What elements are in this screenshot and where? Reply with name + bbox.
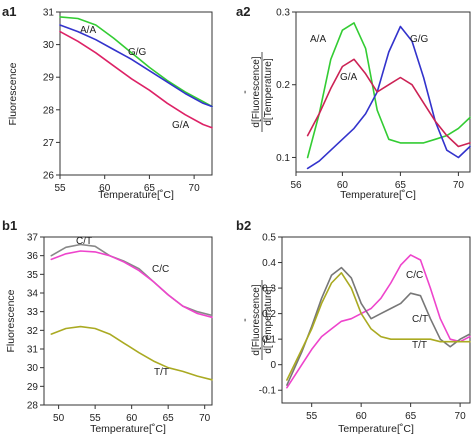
x-tick-label: 60 xyxy=(99,183,111,194)
y-axis-label-numerator: d[Fluorescence] xyxy=(251,56,262,127)
y-tick-label: 0 xyxy=(270,360,276,371)
y-tick-label: 0.5 xyxy=(262,233,276,244)
series-label: C/C xyxy=(152,264,169,275)
y-tick-label: 0.2 xyxy=(262,309,276,320)
panel-label: a1 xyxy=(2,4,16,19)
plot-frame xyxy=(59,11,213,176)
x-tick-label: 65 xyxy=(144,183,156,194)
plot-frame xyxy=(281,236,471,404)
x-tick-label: 60 xyxy=(356,411,368,422)
y-tick-label: 0.1 xyxy=(276,153,290,164)
series-label: G/G xyxy=(410,34,429,45)
x-axis-label: Temperature[˚C] xyxy=(98,189,174,201)
panel-label: b2 xyxy=(236,218,251,233)
series-line-g-a xyxy=(59,30,213,129)
y-axis-label: Fluorescence xyxy=(5,289,17,352)
y-tick-label: -0.1 xyxy=(259,386,277,397)
y-tick-label: 34 xyxy=(27,289,39,300)
y-axis-label-minus: - xyxy=(239,90,251,94)
y-axis-label-denominator: d[Temperature] xyxy=(263,286,274,353)
series-line-t-t xyxy=(50,325,213,381)
panel-label: a2 xyxy=(236,4,250,19)
y-tick-label: 0.1 xyxy=(262,335,276,346)
series-label: T/T xyxy=(412,340,427,351)
panel-b1: b1 50 55 60 65 70 28 29 30 31 32 33 34 35 36 37 Temperat… xyxy=(2,218,213,435)
x-tick-label: 65 xyxy=(395,180,407,191)
y-tick-label: 28 xyxy=(27,401,39,412)
series-line-c-t xyxy=(286,266,471,386)
y-tick-label: 30 xyxy=(43,40,55,51)
panel-label: b1 xyxy=(2,218,17,233)
series-label: C/T xyxy=(76,236,92,247)
series-label: G/G xyxy=(128,47,147,58)
series-line-g-g xyxy=(59,24,213,108)
series-line-g-a xyxy=(306,58,471,148)
x-axis-label: Temperature[˚C] xyxy=(90,423,166,435)
x-tick-label: 70 xyxy=(199,413,211,424)
y-tick-label: 36 xyxy=(27,251,39,262)
y-axis-label: d[Fluorescence] d[Temperature] - xyxy=(239,280,274,360)
x-axis-label: Temperature[˚C] xyxy=(338,423,414,435)
y-tick-label: 33 xyxy=(27,307,39,318)
y-tick-label: 32 xyxy=(27,326,39,337)
y-axis-label: Fluorescence xyxy=(7,62,19,125)
y-tick-label: 0.4 xyxy=(262,258,276,269)
series-line-a-a xyxy=(59,16,213,108)
series-label: C/T xyxy=(412,314,428,325)
y-axis-label-minus: - xyxy=(239,318,251,322)
x-axis-label: Temperature[˚C] xyxy=(340,189,416,201)
series-label: A/A xyxy=(310,34,326,45)
y-tick-label: 27 xyxy=(43,138,55,149)
y-axis-label-numerator: d[Fluorescence] xyxy=(251,284,262,355)
series-label: C/C xyxy=(406,270,423,281)
series-label: T/T xyxy=(154,367,169,378)
series-label: G/A xyxy=(172,120,190,131)
y-tick-label: 37 xyxy=(27,233,39,244)
x-tick-label: 60 xyxy=(337,180,349,191)
series-line-g-g xyxy=(306,25,471,170)
x-tick-label: 70 xyxy=(455,411,467,422)
x-tick-label: 65 xyxy=(405,411,417,422)
panel-b2: b2 55 60 65 70 -0.1 0 0.1 0.2 0.3 0.4 0.5 Temperatur… xyxy=(236,218,471,435)
y-axis-label: d[Fluorescence] d[Temperature] - xyxy=(239,52,274,132)
x-tick-label: 50 xyxy=(53,413,65,424)
x-tick-label: 70 xyxy=(189,183,201,194)
x-tick-label: 65 xyxy=(163,413,175,424)
y-tick-label: 31 xyxy=(43,8,55,19)
series-line-c-c xyxy=(50,250,213,319)
x-tick-label: 60 xyxy=(126,413,138,424)
y-tick-label: 29 xyxy=(43,73,55,84)
x-tick-label: 55 xyxy=(90,413,102,424)
series-line-c-c xyxy=(286,254,471,389)
panel-a2: a2 56 60 65 70 0.1 0.2 0.3 Temperature[˚C] d[Fluo… xyxy=(236,4,471,201)
series-line-a-a xyxy=(306,22,471,159)
y-tick-label: 26 xyxy=(43,171,55,182)
y-tick-label: 28 xyxy=(43,105,55,116)
y-tick-label: 0.2 xyxy=(276,80,290,91)
plot-frame xyxy=(43,236,213,406)
panel-a1: a1 55 60 65 70 26 27 28 29 30 31 Temperature[˚C] Flu… xyxy=(2,4,213,201)
y-tick-label: 0.3 xyxy=(262,284,276,295)
series-label: A/A xyxy=(80,25,96,36)
series-label: G/A xyxy=(340,72,358,83)
y-axis-label-denominator: d[Temperature] xyxy=(263,58,274,125)
y-tick-label: 31 xyxy=(27,345,39,356)
x-tick-label: 70 xyxy=(453,180,465,191)
y-tick-label: 0.3 xyxy=(276,8,290,19)
y-tick-label: 30 xyxy=(27,363,39,374)
x-tick-label: 56 xyxy=(290,180,302,191)
y-tick-label: 35 xyxy=(27,270,39,281)
series-line-t-t xyxy=(286,272,471,381)
series-line-c-t xyxy=(50,243,213,317)
plot-frame xyxy=(295,11,471,173)
x-tick-label: 55 xyxy=(306,411,318,422)
x-tick-label: 55 xyxy=(54,183,66,194)
y-tick-label: 29 xyxy=(27,382,39,393)
